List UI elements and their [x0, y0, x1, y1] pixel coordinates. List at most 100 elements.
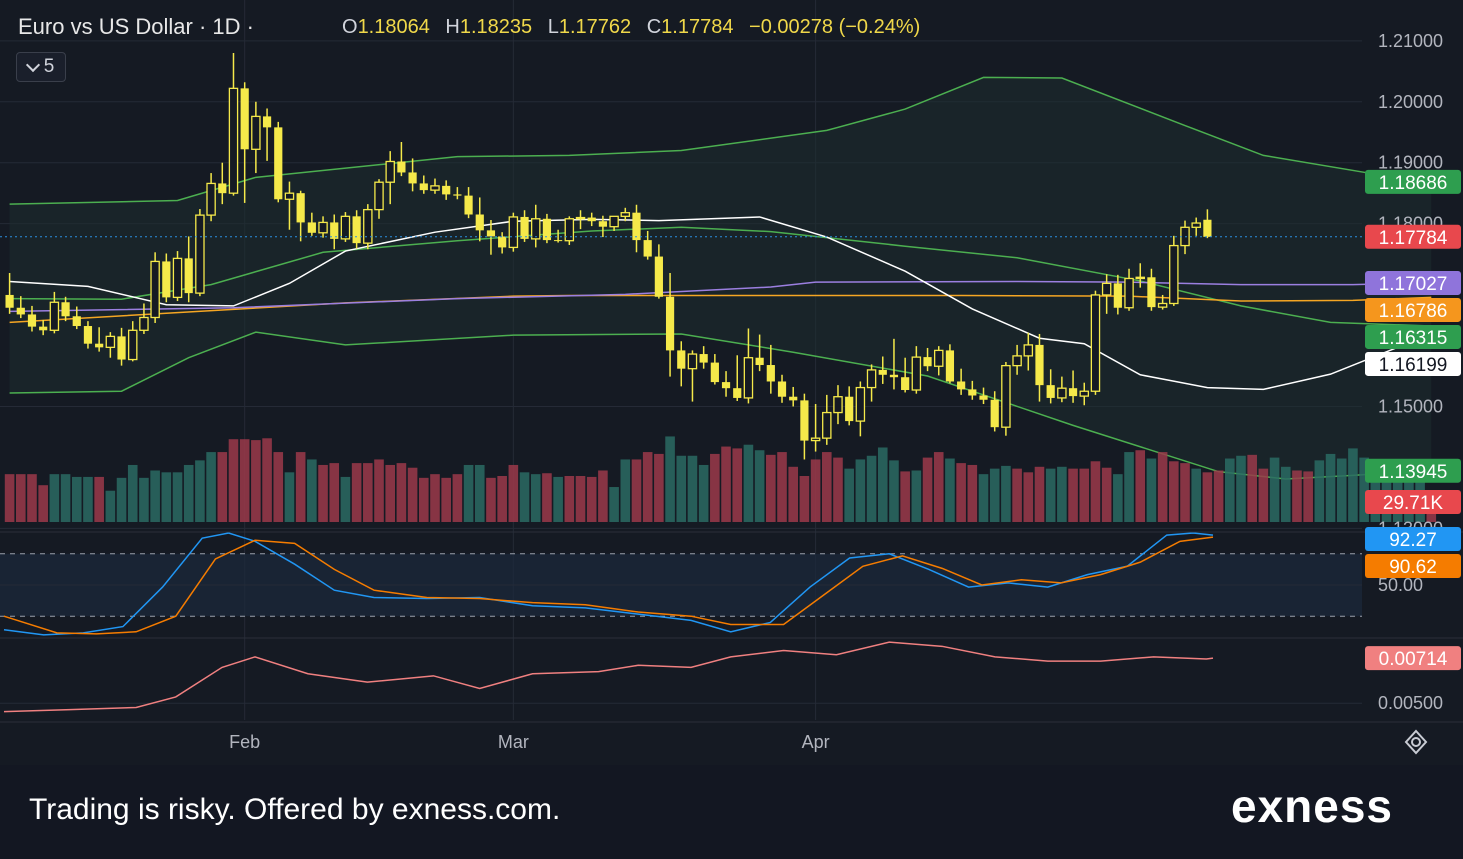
candle-body-up: [855, 386, 866, 422]
volume-bar: [933, 452, 944, 522]
symbol-title: Euro vs US Dollar · 1D ·: [18, 14, 254, 39]
collapse-indicators-button[interactable]: 5: [16, 52, 66, 82]
volume-bar: [273, 452, 284, 522]
volume-bar: [967, 464, 978, 522]
volume-bar: [407, 467, 418, 522]
candle-body-down: [218, 183, 227, 194]
change-value: −0.00278 (−0.24%): [749, 16, 921, 38]
candle-body-down: [27, 314, 37, 327]
volume-bar: [1359, 457, 1369, 522]
candle-body-down: [95, 343, 104, 348]
volume-bar: [889, 460, 899, 522]
bollinger-middle-line: [9, 226, 1432, 327]
volume-bar: [1180, 463, 1190, 522]
volume-bar: [900, 471, 910, 522]
volume-bar: [1113, 474, 1123, 522]
exness-logo[interactable]: exness: [1231, 780, 1394, 832]
candle-body-down: [397, 161, 406, 173]
volume-bar: [911, 470, 922, 522]
time-axis-label: Mar: [498, 732, 529, 752]
volume-bar: [116, 477, 127, 522]
candle-body-down: [240, 88, 249, 150]
volume-bar: [1169, 461, 1179, 522]
volume-bar: [329, 463, 340, 522]
candle-body-down: [1035, 344, 1044, 386]
candle-body-down: [766, 365, 775, 382]
candle-body-down: [296, 193, 305, 223]
price-label: 1.13945: [1379, 462, 1448, 483]
stochastic-k-line: [3, 532, 1214, 636]
volume-bar: [1269, 457, 1280, 522]
gear-icon[interactable]: [1402, 728, 1430, 756]
candle-body-down: [721, 382, 731, 389]
price-label: 1.17784: [1379, 228, 1448, 249]
price-axis-tick: 1.15000: [1378, 396, 1443, 416]
candle-body-up: [1135, 276, 1145, 280]
bollinger-upper-line: [9, 76, 1432, 205]
candle-body-down: [587, 217, 596, 222]
candle-body-up: [866, 369, 877, 389]
stochastic-k-label-bg: [1365, 527, 1461, 551]
atr-value-label-bg: [1365, 646, 1461, 671]
volume-bar: [564, 476, 575, 522]
volume-bar: [676, 455, 687, 522]
candle-body-up: [687, 353, 698, 370]
candle-body-down: [453, 194, 462, 196]
volume-bar: [575, 476, 586, 522]
volume-bar: [732, 448, 743, 522]
time-axis-label: Feb: [229, 732, 260, 752]
volume-bar: [508, 464, 519, 522]
candle-body-down: [1113, 283, 1122, 308]
volume-bar: [463, 464, 474, 522]
candle-body-down: [990, 399, 999, 428]
volume-bar: [195, 460, 205, 522]
candle-body-up: [810, 437, 821, 442]
atr-value-label: 0.00714: [1379, 649, 1448, 670]
volume-bar: [553, 476, 563, 522]
volume-bar: [1135, 450, 1146, 522]
volume-bar: [989, 468, 1000, 522]
price-label: 1.17027: [1379, 274, 1448, 295]
candle-body-up: [1079, 390, 1090, 397]
indicator-count: 5: [43, 56, 55, 77]
volume-bar: [855, 459, 866, 522]
candle-body-down: [665, 296, 675, 351]
volume-bar: [38, 485, 48, 522]
candle-body-up: [49, 301, 60, 331]
volume-bar: [743, 444, 754, 522]
price-axis-tick: 1.19000: [1378, 153, 1443, 173]
candle-body-up: [105, 335, 116, 349]
volume-bar: [105, 490, 116, 522]
time-axis-label: Apr: [802, 732, 830, 752]
open-key: O: [342, 16, 358, 38]
volume-bar: [4, 474, 15, 522]
price-label: 1.16786: [1379, 301, 1448, 322]
chart-area[interactable]: 1.210001.200001.190001.180001.150001.130…: [0, 0, 1463, 765]
volume-bar: [83, 476, 93, 522]
candle-body-up: [363, 208, 373, 244]
price-label-bg: [1365, 224, 1461, 249]
candle-body-down: [777, 381, 787, 397]
volume-bar: [340, 476, 351, 522]
candle-body-down: [800, 400, 809, 441]
candle-body-down: [464, 195, 473, 215]
candle-body-down: [442, 185, 451, 195]
volume-bar: [956, 463, 966, 522]
candle-body-down: [710, 362, 719, 383]
candle-body-up: [385, 160, 395, 183]
candle-body-down: [498, 236, 507, 248]
price-chart[interactable]: 1.210001.200001.190001.180001.150001.130…: [0, 0, 1463, 765]
candle-body-down: [1068, 388, 1078, 397]
price-label: 1.18686: [1379, 173, 1448, 194]
candle-body-down: [643, 240, 652, 257]
volume-bar: [665, 436, 675, 522]
volume-bar: [497, 476, 507, 522]
candle-body-down: [677, 350, 686, 369]
volume-bar: [1303, 471, 1313, 522]
volume-bar: [239, 439, 250, 522]
volume-bar: [1068, 468, 1078, 522]
stochastic-axis-tick: 50.00: [1378, 575, 1423, 595]
volume-bar: [631, 459, 642, 522]
candle-body-down: [307, 222, 316, 233]
candle-body-down: [419, 183, 428, 191]
